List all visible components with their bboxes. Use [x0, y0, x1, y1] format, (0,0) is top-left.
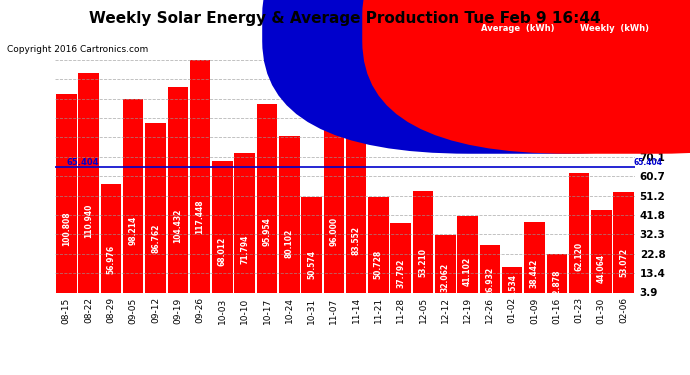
Bar: [101, 184, 121, 300]
Text: 44.064: 44.064: [597, 254, 606, 284]
Bar: [346, 129, 366, 300]
Text: 68.012: 68.012: [218, 237, 227, 266]
Bar: [368, 196, 388, 300]
Bar: [413, 192, 433, 300]
Text: 104.432: 104.432: [173, 209, 182, 243]
Text: 53.210: 53.210: [419, 248, 428, 277]
Bar: [168, 87, 188, 300]
Bar: [212, 161, 233, 300]
Text: Copyright 2016 Cartronics.com: Copyright 2016 Cartronics.com: [7, 45, 148, 54]
Text: 65.404: 65.404: [633, 158, 662, 166]
Text: Weekly Solar Energy & Average Production Tue Feb 9 16:44: Weekly Solar Energy & Average Production…: [89, 11, 601, 26]
Bar: [480, 245, 500, 300]
Text: 65.404: 65.404: [67, 158, 99, 166]
Bar: [569, 173, 589, 300]
Bar: [324, 104, 344, 300]
Text: 71.794: 71.794: [240, 234, 249, 264]
Text: 80.102: 80.102: [285, 228, 294, 258]
Text: 117.448: 117.448: [195, 199, 205, 234]
Bar: [123, 99, 144, 300]
Text: 16.534: 16.534: [508, 274, 517, 303]
Text: 50.728: 50.728: [374, 249, 383, 279]
Text: 26.932: 26.932: [485, 267, 495, 296]
Text: 83.552: 83.552: [352, 226, 361, 255]
Bar: [502, 267, 522, 300]
Bar: [235, 153, 255, 300]
Bar: [257, 104, 277, 300]
Text: 96.000: 96.000: [329, 217, 338, 246]
Text: 50.574: 50.574: [307, 250, 316, 279]
Text: 53.072: 53.072: [619, 248, 628, 277]
Bar: [591, 210, 611, 300]
Bar: [279, 136, 299, 300]
Text: Average  (kWh): Average (kWh): [481, 24, 554, 33]
Text: 95.954: 95.954: [262, 217, 271, 246]
Bar: [391, 223, 411, 300]
Text: 62.120: 62.120: [575, 242, 584, 270]
Text: 32.062: 32.062: [441, 263, 450, 292]
Text: 41.102: 41.102: [463, 256, 472, 286]
Text: Weekly  (kWh): Weekly (kWh): [580, 24, 649, 33]
Bar: [56, 94, 77, 300]
Text: 56.976: 56.976: [106, 245, 115, 274]
Bar: [435, 235, 455, 300]
Bar: [613, 192, 634, 300]
Bar: [190, 60, 210, 300]
Bar: [79, 73, 99, 300]
Bar: [302, 197, 322, 300]
Text: 22.878: 22.878: [552, 269, 561, 299]
Text: 100.808: 100.808: [62, 211, 71, 246]
Text: 37.792: 37.792: [396, 259, 405, 288]
Bar: [457, 216, 478, 300]
Bar: [146, 123, 166, 300]
Text: 38.442: 38.442: [530, 258, 539, 288]
Bar: [524, 222, 544, 300]
Text: 98.214: 98.214: [129, 216, 138, 245]
Text: 86.762: 86.762: [151, 224, 160, 253]
Bar: [546, 254, 567, 300]
Text: 110.940: 110.940: [84, 204, 93, 238]
